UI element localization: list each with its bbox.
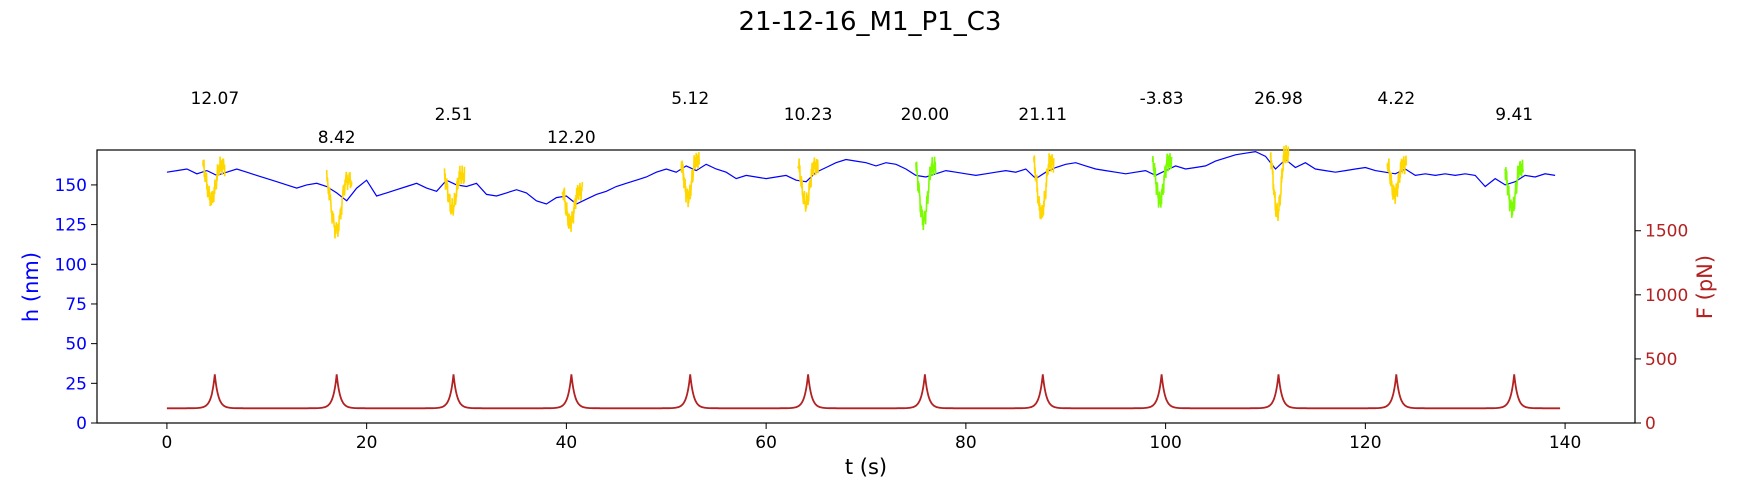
x-tick-label: 100: [1149, 433, 1181, 453]
highlight-segment-yellow: [797, 157, 819, 212]
x-axis-label: t (s): [845, 455, 887, 479]
annotation-label: 2.51: [435, 105, 473, 125]
force-layer: [166, 374, 1561, 410]
highlight-segment-yellow: [1033, 153, 1055, 220]
annotation-label: -3.83: [1140, 89, 1184, 109]
y-right-tick-label: 0: [1645, 414, 1656, 434]
x-tick-label: 80: [955, 433, 977, 453]
y-right-tick-label: 500: [1645, 350, 1677, 370]
annotation-label: 26.98: [1254, 89, 1303, 109]
x-tick-label: 120: [1349, 433, 1381, 453]
annotation-label: 8.42: [318, 128, 356, 148]
force-series-line: [166, 374, 1561, 410]
annotation-label: 4.22: [1377, 89, 1415, 109]
y-left-tick-label: 125: [55, 216, 87, 236]
y-left-tick-label: 0: [76, 414, 87, 434]
x-tick-label: 140: [1549, 433, 1581, 453]
highlight-segment-green: [915, 156, 937, 231]
annotation-label: 9.41: [1495, 105, 1533, 125]
y-left-axis: 0 25 50 75 100 125 150: [55, 176, 97, 434]
annotation-label: 20.00: [901, 105, 950, 125]
annotation-label: 10.23: [784, 105, 833, 125]
annotations: 12.07 8.42 2.51 12.20 5.12 10.23 20.00 21.11 -3.…: [191, 89, 1534, 148]
segment-layer: [202, 144, 1524, 239]
highlight-segment-yellow: [561, 181, 584, 232]
annotation-label: 21.11: [1018, 105, 1067, 125]
y-right-tick-label: 1500: [1645, 222, 1688, 242]
x-tick-label: 20: [356, 433, 378, 453]
y-left-tick-label: 100: [55, 255, 87, 275]
x-tick-label: 0: [161, 433, 172, 453]
highlight-segment-yellow: [202, 156, 226, 207]
highlight-segment-green: [1504, 159, 1524, 218]
y-left-tick-label: 50: [65, 335, 87, 355]
y-left-tick-label: 150: [55, 176, 87, 196]
x-axis: 0 20 40 60 80 100 120 140: [161, 423, 1581, 453]
x-tick-label: 60: [755, 433, 777, 453]
annotation-label: 12.07: [191, 89, 240, 109]
highlight-segment-green: [1151, 153, 1173, 208]
height-layer: [166, 150, 1556, 205]
x-tick-label: 40: [556, 433, 578, 453]
plot-frame: [96, 149, 1636, 424]
highlight-segment-yellow: [443, 165, 466, 216]
highlight-segment-yellow: [325, 169, 353, 239]
annotation-label: 12.20: [547, 128, 596, 148]
height-series-line: [166, 150, 1556, 205]
y-axis-right-label: F (pN): [1693, 255, 1717, 319]
y-right-axis: 0 500 1000 1500: [1635, 222, 1688, 434]
y-axis-left-label: h (nm): [19, 252, 43, 322]
highlight-segment-yellow: [1269, 144, 1290, 222]
highlight-segment-yellow: [680, 152, 700, 208]
y-right-tick-label: 1000: [1645, 286, 1688, 306]
chart-title: 21-12-16_M1_P1_C3: [739, 7, 1002, 37]
y-left-tick-label: 75: [65, 295, 87, 315]
annotation-label: 5.12: [671, 89, 709, 109]
y-left-tick-label: 25: [65, 374, 87, 394]
highlight-segment-yellow: [1386, 155, 1408, 204]
